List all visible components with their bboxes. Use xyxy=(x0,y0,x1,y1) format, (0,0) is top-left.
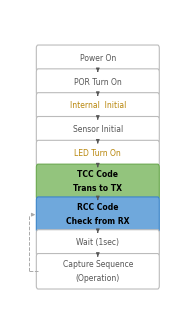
Text: Internal  Initial: Internal Initial xyxy=(70,101,126,111)
FancyBboxPatch shape xyxy=(36,69,159,95)
Text: POR Turn On: POR Turn On xyxy=(74,77,122,87)
Text: Capture Sequence: Capture Sequence xyxy=(63,260,133,269)
Text: Sensor Initial: Sensor Initial xyxy=(73,125,123,134)
FancyBboxPatch shape xyxy=(36,116,159,143)
Text: (Operation): (Operation) xyxy=(76,274,120,283)
FancyBboxPatch shape xyxy=(36,230,159,256)
Text: TCC Code: TCC Code xyxy=(77,170,118,179)
Text: LED Turn On: LED Turn On xyxy=(74,149,121,158)
FancyBboxPatch shape xyxy=(36,140,159,167)
FancyBboxPatch shape xyxy=(36,93,159,119)
FancyBboxPatch shape xyxy=(36,45,159,72)
Text: Wait (1sec): Wait (1sec) xyxy=(76,238,119,248)
Text: Trans to TX: Trans to TX xyxy=(73,184,122,194)
Text: Check from RX: Check from RX xyxy=(66,217,130,226)
Text: RCC Code: RCC Code xyxy=(77,203,119,212)
FancyBboxPatch shape xyxy=(36,253,159,289)
Text: Power On: Power On xyxy=(80,54,116,63)
FancyBboxPatch shape xyxy=(36,197,159,232)
FancyBboxPatch shape xyxy=(36,164,159,199)
